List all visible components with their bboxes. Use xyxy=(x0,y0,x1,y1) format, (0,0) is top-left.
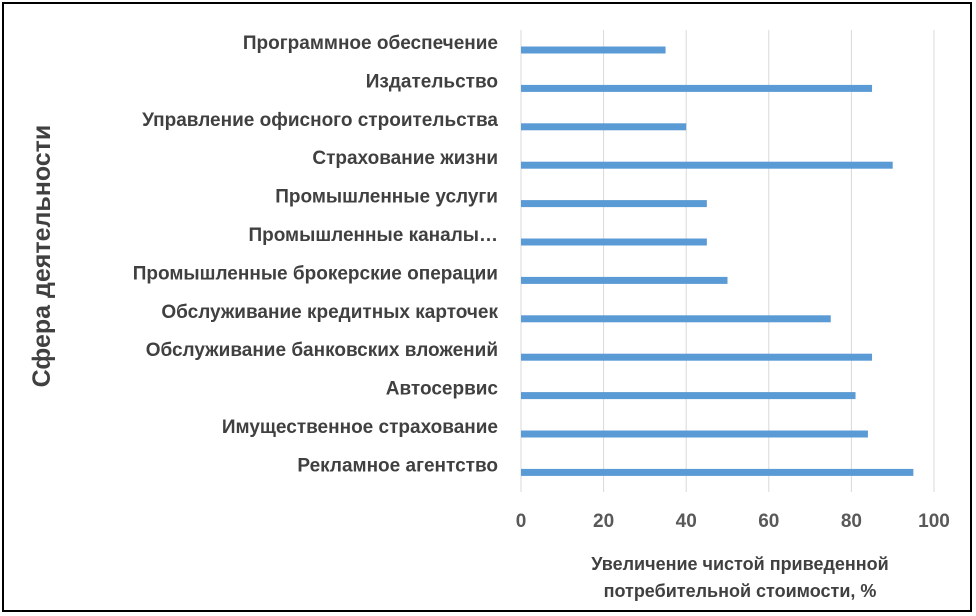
x-axis-title-line-2: потребительной стоимости, % xyxy=(604,581,877,601)
category-label: Управление офисного строительства xyxy=(142,110,498,131)
category-label: Рекламное агентство xyxy=(297,455,498,476)
bar xyxy=(521,315,831,323)
bar xyxy=(521,353,873,361)
category-label: Программное обеспечение xyxy=(243,33,498,54)
bar xyxy=(521,46,666,54)
bar xyxy=(521,238,707,246)
bar xyxy=(521,161,893,169)
category-label: Имущественное страхование xyxy=(222,417,498,438)
bars xyxy=(521,46,914,476)
bar xyxy=(521,468,914,476)
category-label: Страхование жизни xyxy=(312,148,498,169)
bar xyxy=(521,123,687,131)
category-label: Обслуживание кредитных карточек xyxy=(161,302,498,323)
x-tick-label: 100 xyxy=(918,511,950,532)
bar xyxy=(521,392,856,400)
bar xyxy=(521,276,728,284)
x-tick-labels: 0 20 40 60 80 100 xyxy=(516,511,950,532)
bar xyxy=(521,430,868,438)
x-tick-label: 60 xyxy=(758,511,779,532)
category-label: Автосервис xyxy=(386,379,499,400)
x-tick-label: 0 xyxy=(516,511,527,532)
category-labels: Программное обеспечение Издательство Управ… xyxy=(133,33,499,476)
category-label: Промышленные каналы… xyxy=(248,225,498,246)
category-label: Издательство xyxy=(366,71,498,92)
category-label: Промышленные услуги xyxy=(275,187,498,208)
x-tick-label: 20 xyxy=(593,511,614,532)
gridlines xyxy=(520,30,935,492)
category-label: Промышленные брокерские операции xyxy=(133,263,498,284)
category-label: Обслуживание банковских вложений xyxy=(146,340,498,361)
x-tick-label: 80 xyxy=(841,511,862,532)
y-axis-title: Сфера деятельности xyxy=(28,125,56,388)
bar xyxy=(521,200,707,208)
x-axis-title-line-1: Увеличение чистой приведенной xyxy=(591,554,888,574)
x-tick-label: 40 xyxy=(676,511,697,532)
bar xyxy=(521,84,873,92)
